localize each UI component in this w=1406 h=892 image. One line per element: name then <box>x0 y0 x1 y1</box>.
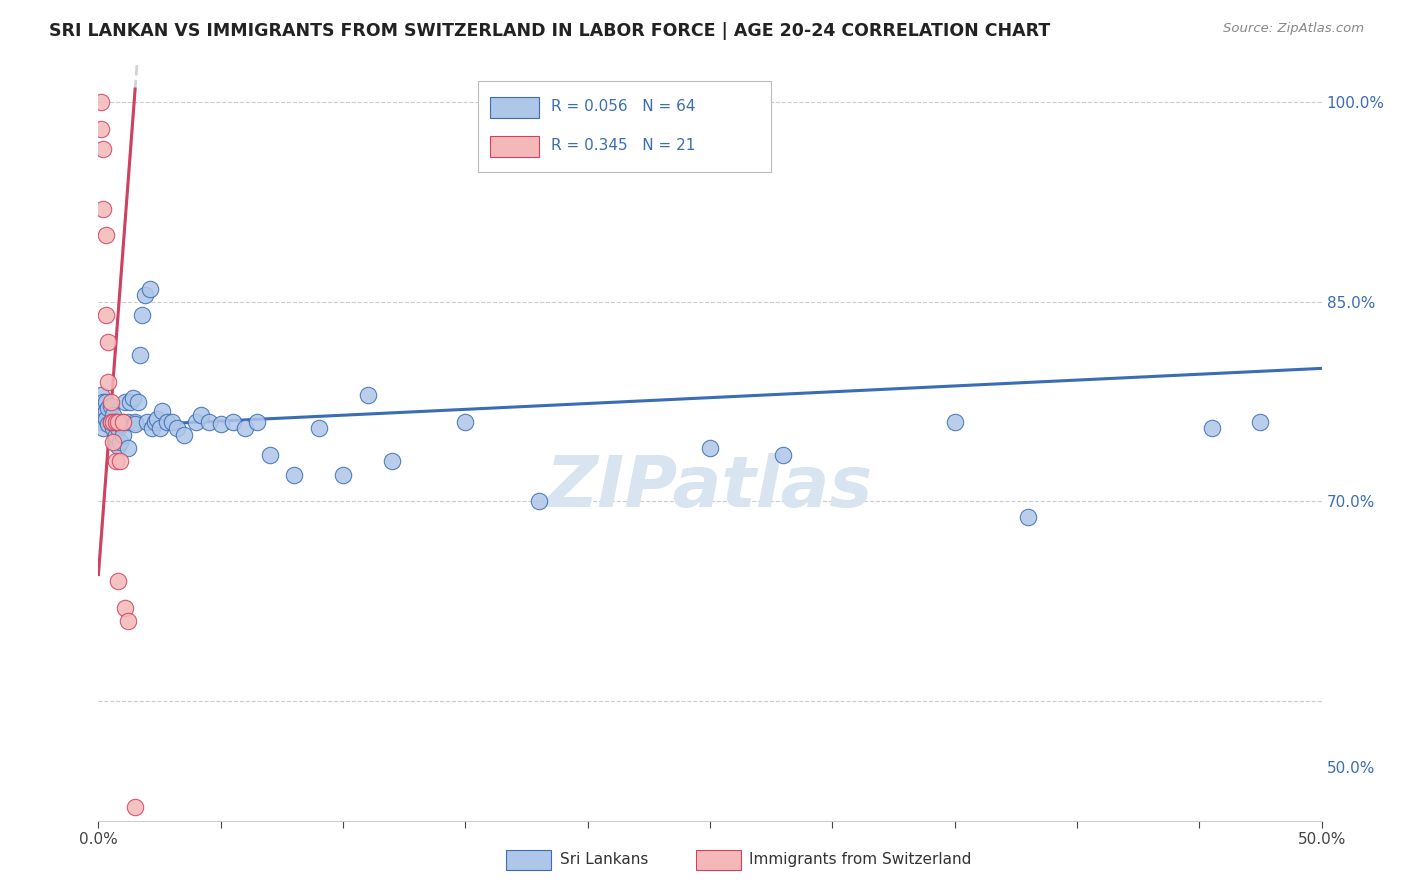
Point <box>136 415 159 429</box>
Point <box>160 415 183 429</box>
Point <box>104 454 127 468</box>
Point <box>111 415 134 429</box>
Point <box>699 441 721 455</box>
Point <box>94 394 117 409</box>
Point <box>120 394 142 409</box>
Point <box>1201 421 1223 435</box>
Point <box>117 415 139 429</box>
Point <box>107 438 129 452</box>
Point <box>283 467 305 482</box>
Point <box>114 394 136 409</box>
Point <box>149 421 172 435</box>
Point <box>100 415 122 429</box>
Point <box>101 434 124 449</box>
Text: ZIPatlas: ZIPatlas <box>547 452 873 522</box>
Point <box>156 415 179 429</box>
Point <box>90 95 112 110</box>
Point <box>90 388 112 402</box>
Point <box>107 574 129 589</box>
Point <box>101 408 124 422</box>
Point <box>101 421 124 435</box>
Point <box>356 388 378 402</box>
Point <box>94 308 117 322</box>
Point <box>259 448 281 462</box>
Point <box>143 415 166 429</box>
Point <box>222 415 245 429</box>
Point <box>91 202 114 216</box>
Point <box>527 494 550 508</box>
Point <box>97 417 120 432</box>
Point <box>107 415 129 429</box>
Point <box>308 421 330 435</box>
Text: Immigrants from Switzerland: Immigrants from Switzerland <box>749 853 972 867</box>
Point <box>101 415 124 429</box>
Point <box>131 308 153 322</box>
Point <box>129 348 152 362</box>
Point <box>124 415 146 429</box>
Point <box>121 391 143 405</box>
Point <box>94 412 117 426</box>
Point <box>146 412 169 426</box>
Point <box>173 428 195 442</box>
Text: Source: ZipAtlas.com: Source: ZipAtlas.com <box>1223 22 1364 36</box>
Point <box>139 282 162 296</box>
Point <box>127 394 149 409</box>
Point <box>246 415 269 429</box>
Point <box>772 448 794 462</box>
Point <box>190 408 212 422</box>
Text: R = 0.345   N = 21: R = 0.345 N = 21 <box>551 138 696 153</box>
Point <box>150 404 173 418</box>
Bar <box>489 96 538 118</box>
Point <box>186 415 208 429</box>
Text: SRI LANKAN VS IMMIGRANTS FROM SWITZERLAND IN LABOR FORCE | AGE 20-24 CORRELATION: SRI LANKAN VS IMMIGRANTS FROM SWITZERLAN… <box>49 22 1050 40</box>
Point <box>124 800 146 814</box>
Point <box>97 401 120 416</box>
Point <box>332 467 354 482</box>
Point <box>114 600 136 615</box>
FancyBboxPatch shape <box>478 81 772 172</box>
Point <box>90 122 112 136</box>
Point <box>117 441 139 455</box>
Point <box>104 428 127 442</box>
Point <box>110 417 132 432</box>
Point <box>110 454 132 468</box>
Text: Sri Lankans: Sri Lankans <box>560 853 648 867</box>
Point <box>100 394 122 409</box>
Point <box>209 417 232 432</box>
Text: R = 0.056   N = 64: R = 0.056 N = 64 <box>551 99 696 114</box>
Point <box>91 421 114 435</box>
Point <box>124 417 146 432</box>
Point <box>91 394 114 409</box>
Point <box>381 454 404 468</box>
Point <box>1249 415 1271 429</box>
Point <box>107 421 129 435</box>
Point <box>90 415 112 429</box>
Point <box>111 415 134 429</box>
Point <box>943 415 966 429</box>
Point <box>454 415 477 429</box>
Point <box>117 614 139 628</box>
Point <box>111 428 134 442</box>
Point <box>134 288 156 302</box>
Point <box>110 434 132 449</box>
Point <box>104 415 127 429</box>
Point <box>197 415 219 429</box>
Point <box>166 421 188 435</box>
Point <box>94 404 117 418</box>
Point <box>141 421 163 435</box>
Point <box>97 375 120 389</box>
Point <box>233 421 256 435</box>
Point <box>97 334 120 349</box>
Point <box>100 399 122 413</box>
Point <box>100 415 122 429</box>
Point <box>91 142 114 156</box>
Point <box>1017 510 1039 524</box>
Point <box>94 228 117 243</box>
Point <box>104 415 127 429</box>
Bar <box>489 136 538 157</box>
